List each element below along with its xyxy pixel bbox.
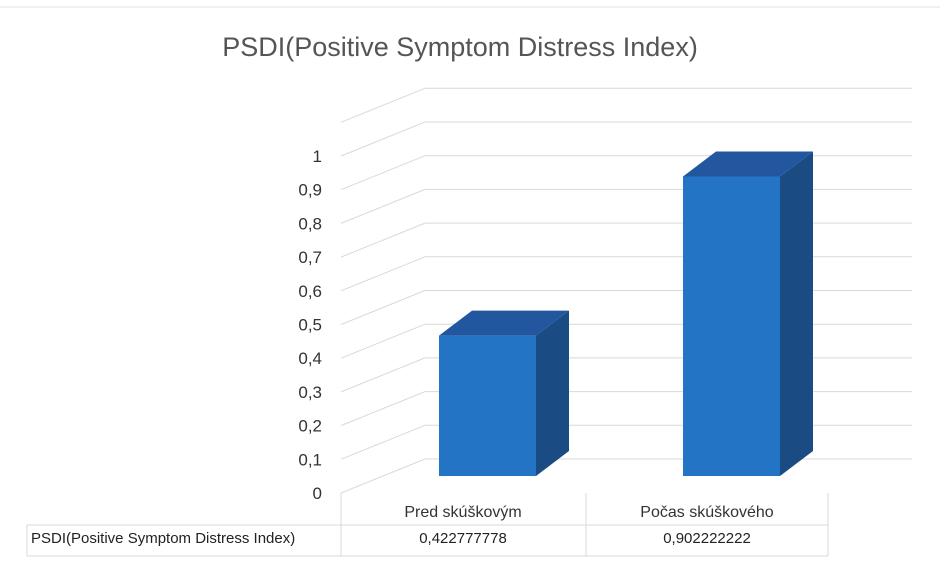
gridline-depth — [340, 155, 426, 191]
bar-top — [439, 310, 569, 336]
y-tick-label: 0,9 — [298, 181, 322, 200]
y-tick-label: 0,1 — [298, 450, 322, 469]
bar-top — [683, 151, 813, 177]
gridline-depth — [340, 256, 426, 292]
bars — [439, 151, 813, 476]
bar-side — [780, 151, 813, 476]
bar-2 — [683, 151, 813, 476]
gridline-depth — [340, 391, 426, 427]
bar-front — [439, 335, 536, 476]
chart-title: PSDI(Positive Symptom Distress Index) — [222, 32, 698, 62]
gridline-depth — [340, 222, 426, 258]
x-category-label: Počas skúškového — [640, 504, 774, 521]
x-category-label: Pred skúškovým — [404, 504, 521, 521]
y-tick-label: 0,6 — [298, 282, 322, 301]
gridline-depth — [340, 458, 426, 494]
gridline-depth — [340, 424, 426, 460]
gridlines — [340, 87, 912, 494]
data-table-series-name: PSDI(Positive Symptom Distress Index) — [31, 530, 295, 547]
y-tick-label: 0,2 — [298, 417, 322, 436]
gridline-depth — [340, 290, 426, 325]
gridline-depth — [340, 121, 426, 157]
gridline-depth — [340, 87, 426, 123]
bar-side — [536, 310, 569, 476]
data-table: PSDI(Positive Symptom Distress Index) Pr… — [26, 493, 829, 557]
y-tick-label: 0,7 — [298, 248, 322, 267]
bar-1 — [439, 310, 569, 476]
data-table-value: 0,422777778 — [419, 530, 507, 547]
gridline-depth — [340, 323, 426, 359]
bar-front — [683, 176, 780, 476]
y-tick-label: 0,4 — [298, 349, 322, 368]
gridline-depth — [340, 188, 426, 224]
y-axis-tick-labels: 0 0,1 0,2 0,3 0,4 0,5 0,6 0,7 0,8 0,9 1 — [298, 147, 322, 503]
gridline-depth — [340, 357, 426, 393]
y-tick-label: 0,5 — [298, 316, 322, 335]
y-tick-label: 0,3 — [298, 383, 322, 402]
y-tick-label: 1 — [313, 147, 322, 166]
y-tick-label: 0 — [313, 484, 322, 503]
y-tick-label: 0,8 — [298, 214, 322, 233]
data-table-value: 0,902222222 — [663, 530, 751, 547]
